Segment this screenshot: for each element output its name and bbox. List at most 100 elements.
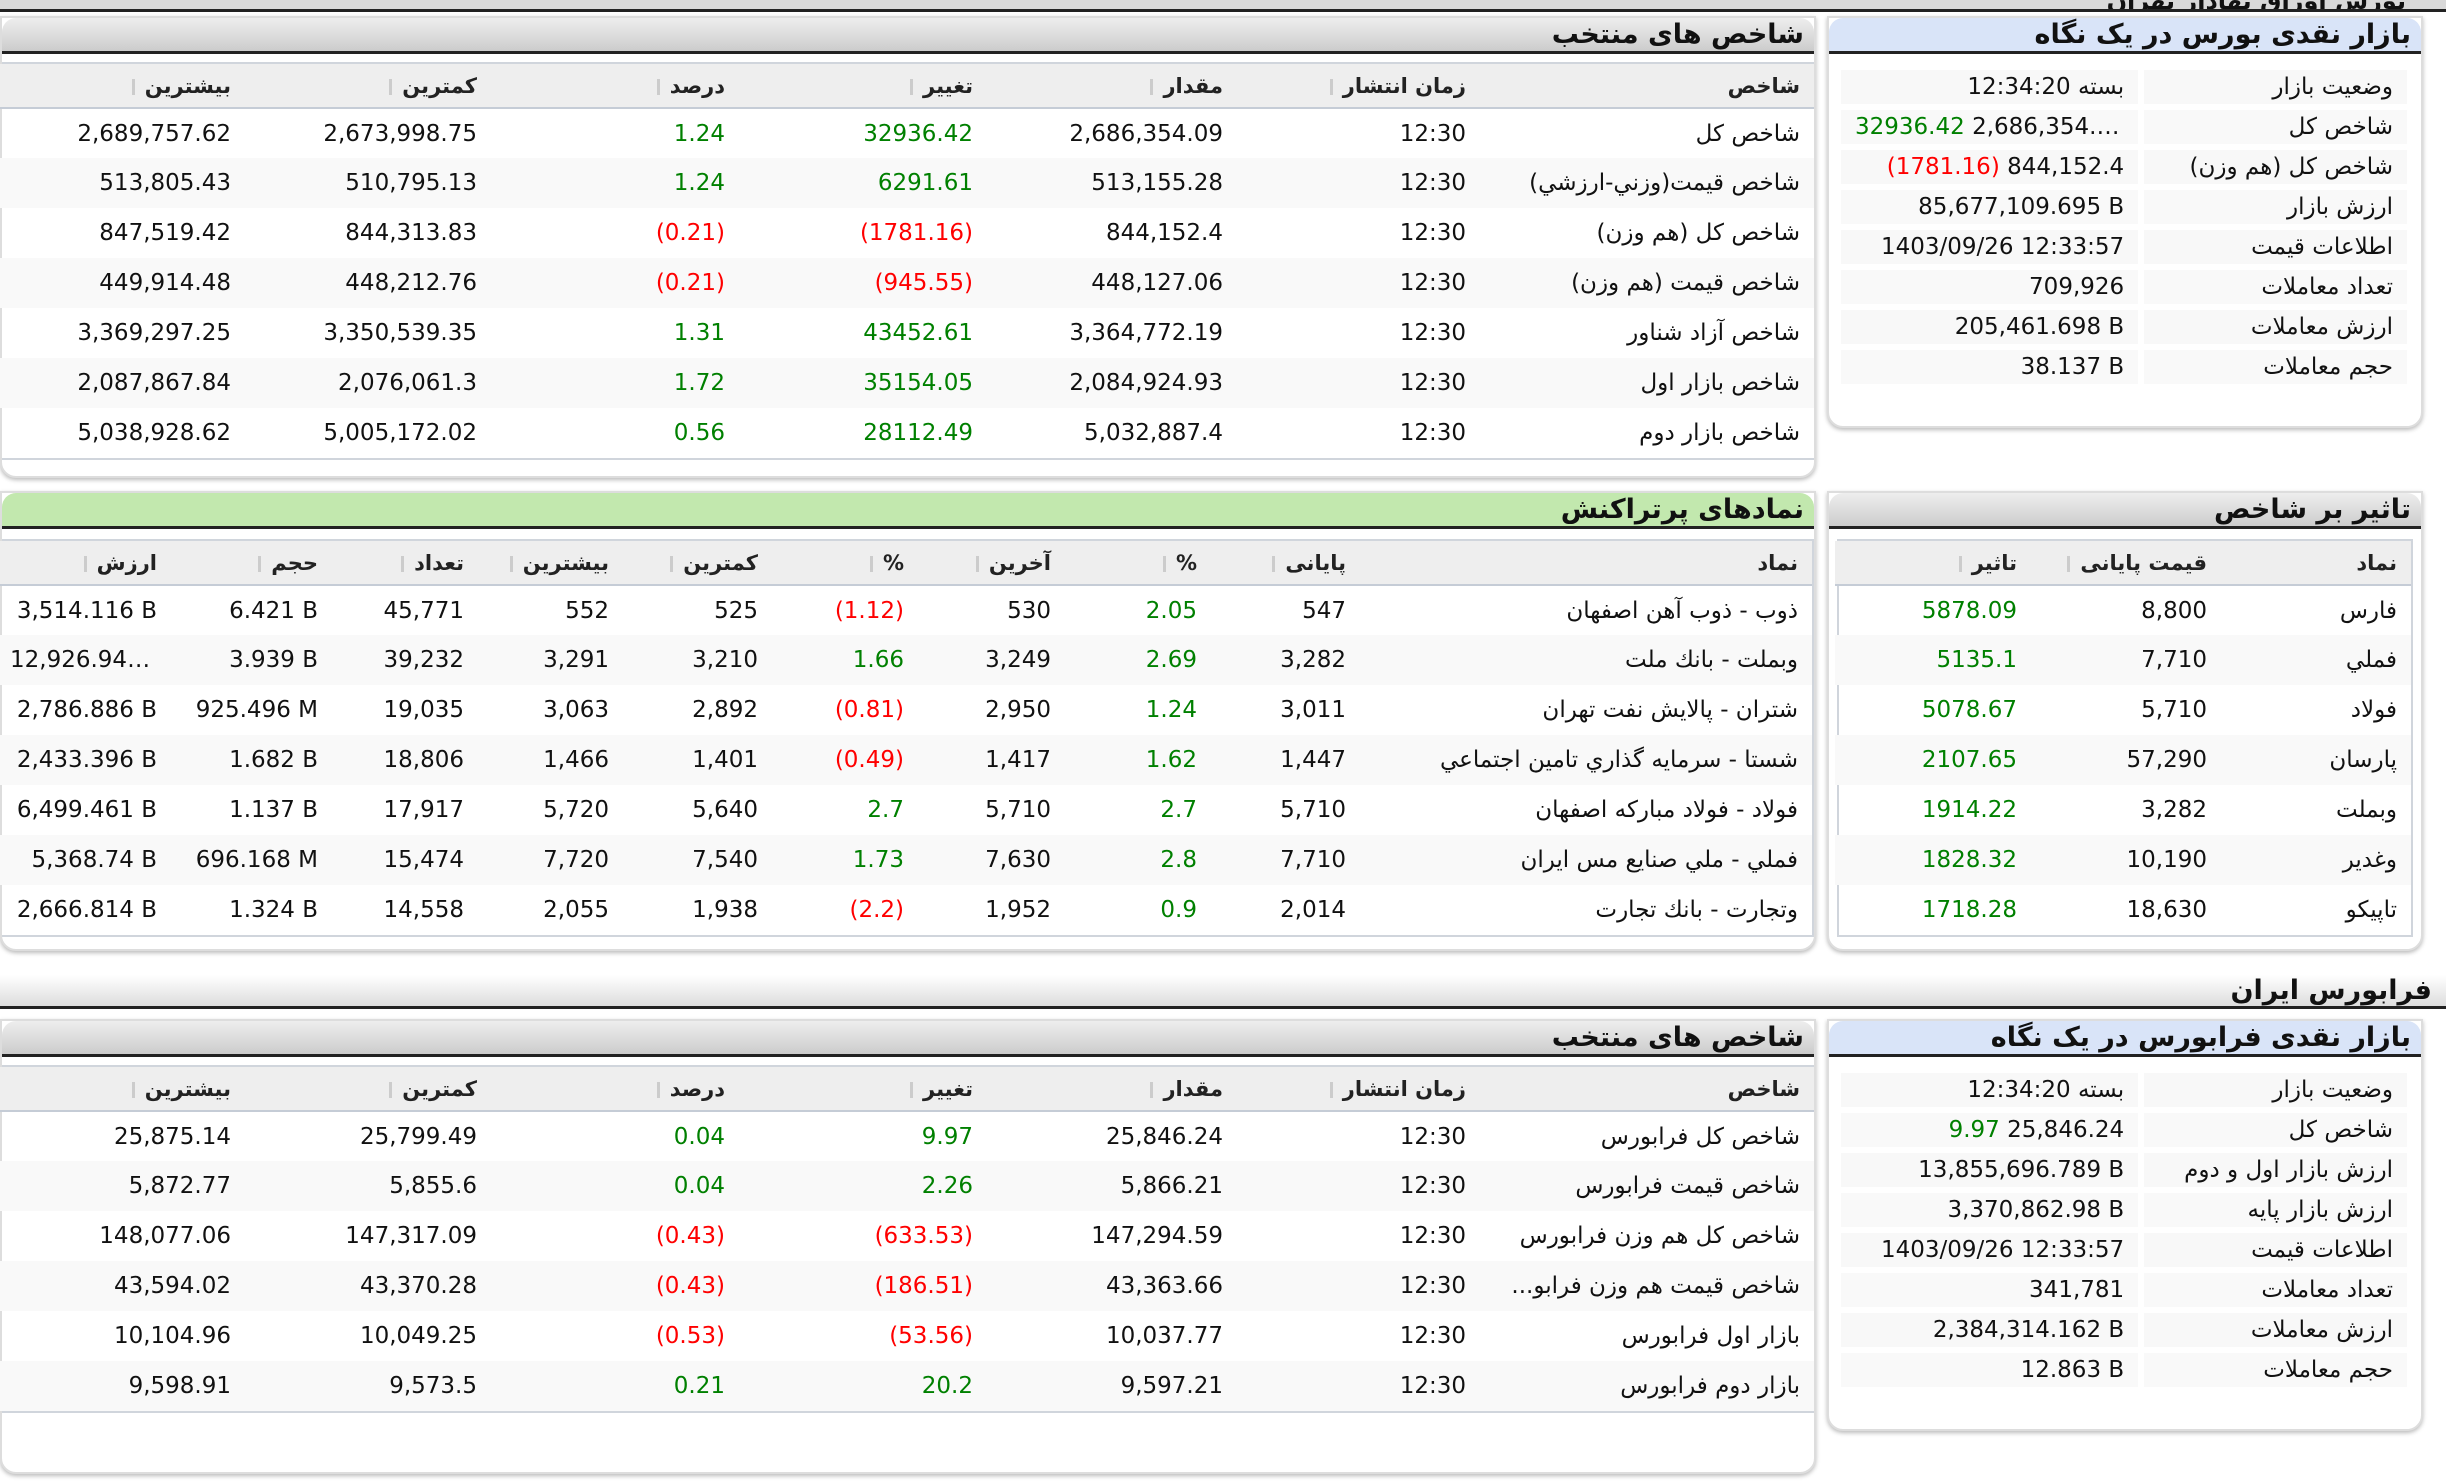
- row-name-cell[interactable]: وبملت: [2335, 797, 2397, 823]
- table-row[interactable]: شاخص بازار دوم 12:30 5,032,887.4 28112.49 0.…: [0, 408, 1814, 458]
- table-row[interactable]: بازار دوم فرابورس 12:30 9,597.21 20.2 0.21 9,…: [0, 1361, 1814, 1411]
- column-header[interactable]: قیمت پایانی: [2031, 541, 2221, 586]
- row-name-cell[interactable]: فملي - ملي صنايع مس ايران: [1360, 835, 1812, 885]
- column-header[interactable]: کمترین: [245, 64, 491, 109]
- column-header[interactable]: تغییر: [739, 1067, 987, 1112]
- row-name-cell[interactable]: شاخص بازار دوم: [1639, 420, 1800, 446]
- column-header[interactable]: زمان انتشار: [1237, 1067, 1480, 1112]
- glance-change: (1781.16): [1886, 154, 2000, 180]
- column-header[interactable]: تعداد: [332, 541, 478, 586]
- row-value-cell: 1.324 B: [229, 897, 318, 923]
- row-value-cell: 5,855.6: [245, 1161, 491, 1211]
- table-row[interactable]: فارس 8,800 5878.09: [1835, 585, 2411, 635]
- row-value-cell: 696.168 M: [171, 835, 332, 885]
- row-name-cell[interactable]: شاخص قيمت هم وزن فرابو...: [1480, 1261, 1814, 1311]
- row-value-cell: 9,597.21: [987, 1361, 1237, 1411]
- row-name-cell[interactable]: فملي: [2221, 635, 2411, 685]
- table-row[interactable]: شاخص كل هم وزن فرابورس 12:30 147,294.59 (63…: [0, 1211, 1814, 1261]
- table-row[interactable]: شاخص آزاد شناور 12:30 3,364,772.19 43452.61…: [0, 308, 1814, 358]
- table-row[interactable]: شاخص قيمت (هم وزن) 12:30 448,127.06 (945.55…: [0, 258, 1814, 308]
- row-name-cell[interactable]: شاخص كل (هم وزن): [1596, 220, 1800, 246]
- row-name-cell[interactable]: شاخص كل: [1695, 120, 1800, 147]
- column-header[interactable]: درصد: [491, 64, 739, 109]
- column-header[interactable]: تغییر: [739, 64, 987, 109]
- row-name-cell[interactable]: شتران - پالايش نفت تهران: [1542, 697, 1798, 723]
- row-value-cell: (2.2): [849, 897, 904, 923]
- table-row[interactable]: فولاد 5,710 5078.67: [1835, 685, 2411, 735]
- row-name-cell[interactable]: شاخص آزاد شناور: [1627, 320, 1800, 346]
- table-row[interactable]: وتجارت - بانك تجارت 2,014 0.9 1,952 (2.2) 1,9…: [0, 885, 1812, 935]
- row-name-cell[interactable]: فولاد: [2350, 697, 2397, 723]
- table-row[interactable]: شاخص بازار اول 12:30 2,084,924.93 35154.05 1…: [0, 358, 1814, 408]
- row-value-cell: 3,011: [1280, 697, 1346, 723]
- table-row[interactable]: پارسان 57,290 2107.65: [1835, 735, 2411, 785]
- column-header[interactable]: %: [772, 541, 918, 586]
- table-row[interactable]: وغدير 10,190 1828.32: [1835, 835, 2411, 885]
- row-name-cell[interactable]: وبملت - بانك ملت: [1360, 635, 1812, 685]
- column-header-label: بیشترین: [144, 73, 231, 98]
- row-name-cell[interactable]: پارسان: [2221, 735, 2411, 785]
- row-name-cell[interactable]: بازار اول فرابورس: [1621, 1323, 1800, 1349]
- row-name-cell[interactable]: تاپيكو: [2345, 897, 2397, 923]
- table-row[interactable]: شاخص قيمت فرابورس 12:30 5,866.21 2.26 0.04 5,…: [0, 1161, 1814, 1211]
- row-name-cell[interactable]: وتجارت - بانك تجارت: [1595, 897, 1798, 923]
- row-value-cell: 1,952: [985, 897, 1051, 923]
- row-value-cell: 25,799.49: [359, 1123, 477, 1150]
- row-name-cell[interactable]: ذوب - ذوب آهن اصفهان: [1566, 597, 1798, 624]
- row-name-cell[interactable]: شاخص بازار اول: [1480, 358, 1814, 408]
- table-row[interactable]: شاخص كل (هم وزن) 12:30 844,152.4 (1781.16) (…: [0, 208, 1814, 258]
- table-row[interactable]: فولاد - فولاد مباركه اصفهان 5,710 2.7 5,710…: [0, 785, 1812, 835]
- row-value-cell: 6291.61: [739, 158, 987, 208]
- column-header[interactable]: کمترین: [245, 1067, 491, 1112]
- column-header[interactable]: بیشترین: [478, 541, 623, 586]
- bourse-indices-title: شاخص های منتخب: [2, 18, 1814, 54]
- column-header[interactable]: زمان انتشار: [1237, 64, 1480, 109]
- glance-value-text: 3,370,862.98 B: [1947, 1197, 2125, 1223]
- column-header[interactable]: نماد: [2221, 541, 2411, 586]
- table-row[interactable]: بازار اول فرابورس 12:30 10,037.77 (53.56) (0…: [0, 1311, 1814, 1361]
- row-value-cell: 2,673,998.75: [323, 120, 477, 147]
- table-row[interactable]: شاخص كل فرابورس 12:30 25,846.24 9.97 0.04 25,…: [0, 1111, 1814, 1161]
- column-header[interactable]: مقدار: [987, 64, 1237, 109]
- column-header[interactable]: %: [1065, 541, 1211, 586]
- table-row[interactable]: شاخص قيمت هم وزن فرابو... 12:30 43,363.66(…: [0, 1261, 1814, 1311]
- row-value-cell: 0.56: [673, 420, 725, 446]
- row-name-cell[interactable]: شاخص قيمت فرابورس: [1480, 1161, 1814, 1211]
- row-name-cell[interactable]: بازار دوم فرابورس: [1480, 1361, 1814, 1411]
- glance-value-text: 844,152.4: [2007, 154, 2125, 180]
- table-row[interactable]: ذوب - ذوب آهن اصفهان 547 2.05 530 (1.12) 525 5…: [0, 585, 1812, 635]
- column-header[interactable]: نماد: [1360, 541, 1812, 586]
- table-row[interactable]: شاخص كل 12:30 2,686,354.09 32936.42 1.24 2,67…: [0, 108, 1814, 158]
- table-row[interactable]: فملي - ملي صنايع مس ايران 7,710 2.8 7,630 1.…: [0, 835, 1812, 885]
- row-name-cell[interactable]: شاخص كل فرابورس: [1600, 1123, 1800, 1150]
- table-row[interactable]: شستا - سرمايه گذاري تامين اجتماعي 1,447 1.…: [0, 735, 1812, 785]
- row-name-cell[interactable]: وغدير: [2221, 835, 2411, 885]
- top-title: بورس اوراق بهادار تهران: [2107, 0, 2406, 9]
- column-header[interactable]: شاخص: [1480, 1067, 1814, 1112]
- column-header[interactable]: شاخص: [1480, 64, 1814, 109]
- row-name-cell[interactable]: فولاد - فولاد مباركه اصفهان: [1535, 797, 1798, 823]
- row-name-cell[interactable]: شستا - سرمايه گذاري تامين اجتماعي: [1360, 735, 1812, 785]
- column-header[interactable]: بیشترین: [0, 64, 245, 109]
- row-name-cell[interactable]: شاخص كل هم وزن فرابورس: [1519, 1223, 1800, 1249]
- column-header[interactable]: آخرین: [918, 541, 1065, 586]
- row-value-cell: 2,076,061.3: [245, 358, 491, 408]
- column-header[interactable]: حجم: [171, 541, 332, 586]
- table-row[interactable]: تاپيكو 18,630 1718.28: [1835, 885, 2411, 935]
- row-name-cell[interactable]: شاخص قيمت(وزني-ارزشي): [1480, 158, 1814, 208]
- column-header[interactable]: پایانی: [1211, 541, 1360, 586]
- row-name-cell[interactable]: فارس: [2339, 597, 2397, 624]
- column-header[interactable]: تاثیر: [1835, 541, 2031, 586]
- table-row[interactable]: وبملت - بانك ملت 3,282 2.69 3,249 1.66 3,210 3…: [0, 635, 1812, 685]
- column-header[interactable]: کمترین: [623, 541, 772, 586]
- row-name-cell[interactable]: شاخص قيمت (هم وزن): [1480, 258, 1814, 308]
- column-header[interactable]: ارزش: [0, 541, 171, 586]
- glance-row: اطلاعات قیمت 1403/09/26 12:33:57: [1834, 224, 2413, 270]
- table-row[interactable]: وبملت 3,282 1914.22: [1835, 785, 2411, 835]
- column-header[interactable]: درصد: [491, 1067, 739, 1112]
- column-header[interactable]: مقدار: [987, 1067, 1237, 1112]
- table-row[interactable]: شاخص قيمت(وزني-ارزشي) 12:30 513,155.28 6291…: [0, 158, 1814, 208]
- table-row[interactable]: فملي 7,710 5135.1: [1835, 635, 2411, 685]
- table-row[interactable]: شتران - پالايش نفت تهران 3,011 1.24 2,950 (0…: [0, 685, 1812, 735]
- column-header[interactable]: بیشترین: [0, 1067, 245, 1112]
